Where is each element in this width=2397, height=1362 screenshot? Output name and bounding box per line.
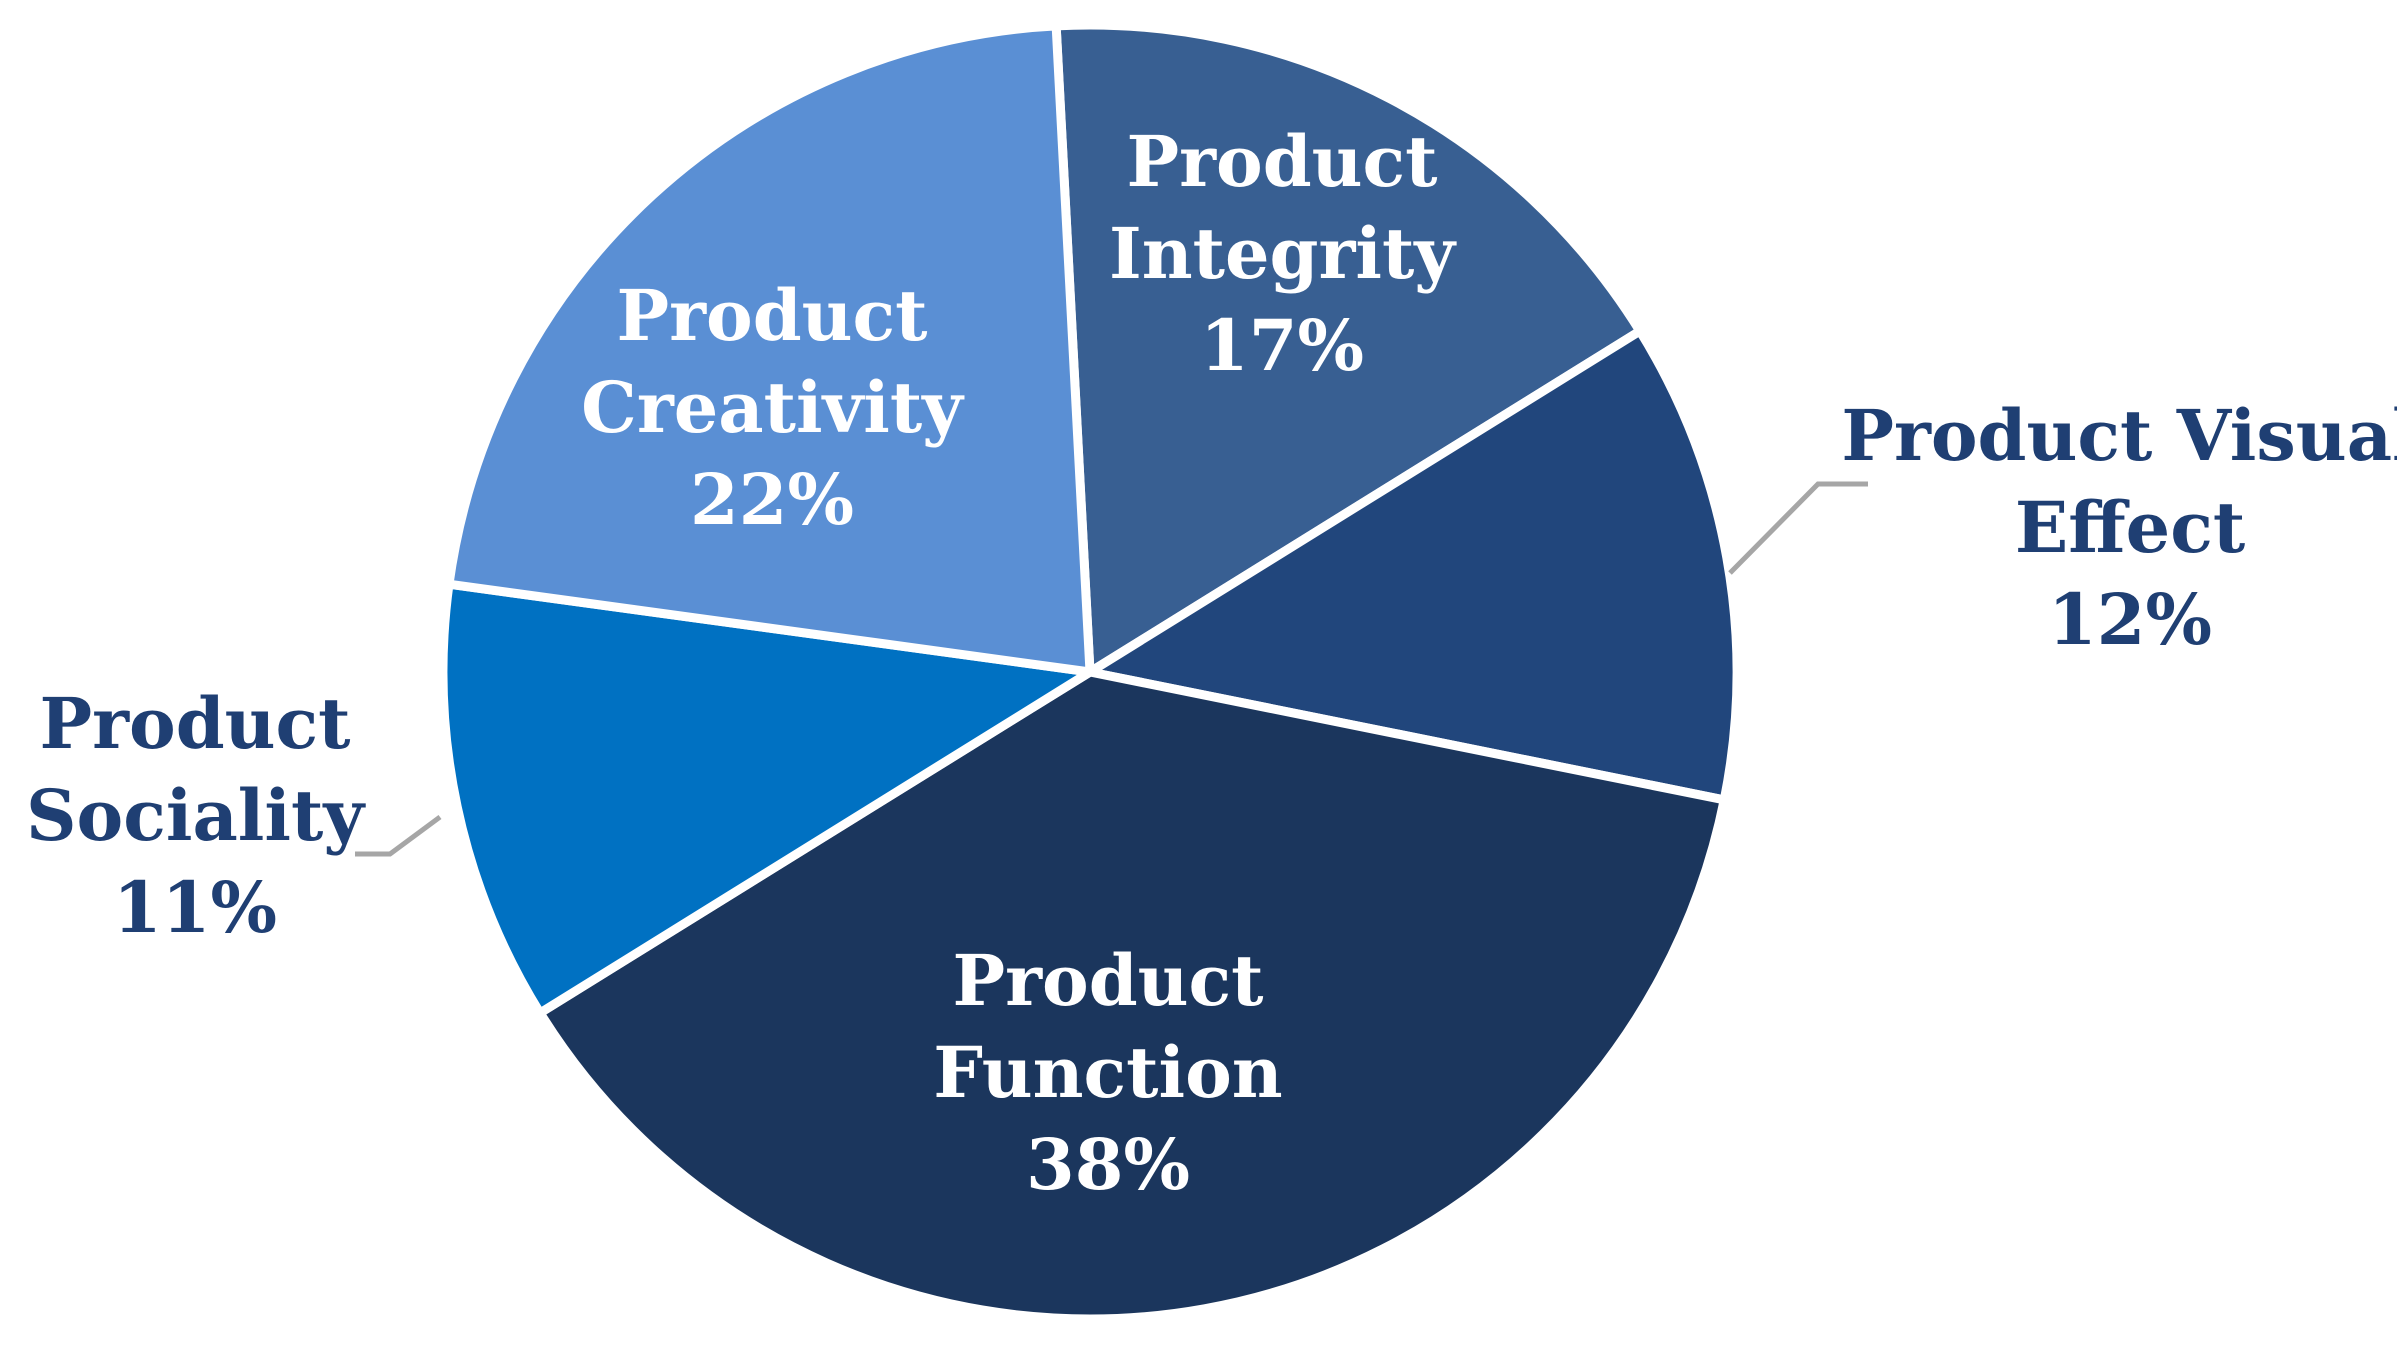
slice-name-line: Sociality	[26, 774, 366, 857]
pie-slice-product-integrity	[1051, 20, 1645, 677]
pie-slices	[438, 20, 1742, 1324]
slice-value-label: 17%	[1200, 304, 1364, 387]
slice-value-label: 11%	[113, 866, 277, 949]
slice-name-line: Product	[616, 274, 927, 357]
slice-name-line: Product	[1126, 120, 1437, 203]
slice-value-label: 22%	[690, 458, 854, 541]
slice-name-line: Effect	[2015, 486, 2245, 569]
slice-value-label: 12%	[2048, 578, 2212, 661]
leader-line-product-visual-effect	[1728, 481, 1868, 575]
leader-line-product-sociality	[355, 814, 442, 857]
slice-label-product-visual-effect: Product Visual Effect 12%	[1841, 394, 2397, 661]
slice-name-line: Creativity	[581, 366, 965, 449]
slice-value-label: 38%	[1026, 1123, 1190, 1206]
slice-label-product-integrity: Product Integrity 17%	[1109, 120, 1457, 387]
slice-name-line: Integrity	[1109, 212, 1457, 295]
slice-label-product-creativity: Product Creativity 22%	[581, 274, 965, 541]
slice-name-line: Product Visual	[1841, 394, 2397, 477]
slice-name-line: Product	[39, 682, 350, 765]
pie-slice-product-creativity	[444, 21, 1095, 677]
slice-name-line: Function	[933, 1031, 1282, 1114]
pie-slice-product-sociality	[438, 579, 1095, 1018]
leader-lines	[355, 481, 1868, 857]
slice-label-product-function: Product Function 38%	[933, 939, 1282, 1206]
slice-label-product-sociality: Product Sociality 11%	[26, 682, 366, 949]
slice-labels: Product Integrity 17% Product Visual Effect 1…	[26, 120, 2397, 1206]
slice-name-line: Product	[952, 939, 1263, 1022]
pie-slice-product-visual-effect	[1085, 326, 1742, 805]
